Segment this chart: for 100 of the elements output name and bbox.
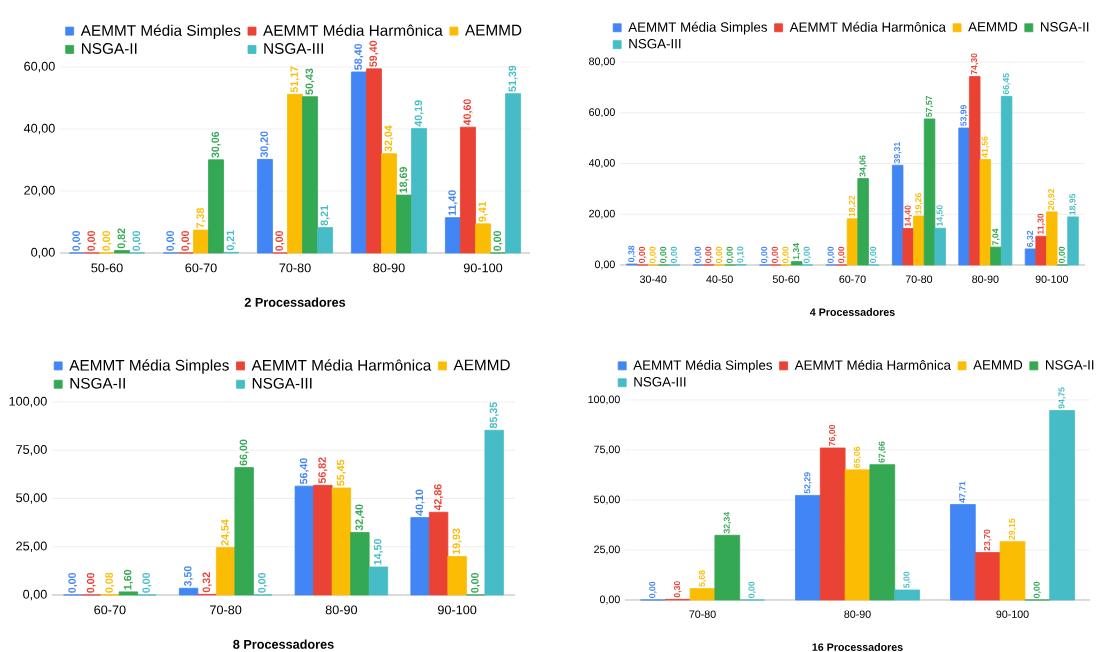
bar bbox=[913, 215, 925, 266]
y-tick-label: 40,00 bbox=[588, 159, 615, 168]
data-label: 5,00 bbox=[903, 571, 911, 588]
x-tick-label: 90-100 bbox=[1035, 275, 1068, 283]
data-label: 65,06 bbox=[853, 446, 862, 468]
x-tick-label: 60-70 bbox=[839, 275, 866, 283]
bar bbox=[969, 76, 981, 266]
data-label: 0,30 bbox=[674, 581, 682, 598]
y-tick-label: 25,00 bbox=[594, 545, 620, 555]
bar bbox=[460, 126, 476, 254]
bar bbox=[990, 246, 1002, 266]
bar bbox=[257, 158, 273, 254]
legend-label: AEMMT Média Harmônica bbox=[789, 21, 946, 32]
data-label: 0,00 bbox=[870, 246, 878, 263]
data-label: 0,32 bbox=[202, 572, 212, 593]
y-tick-label: 40,00 bbox=[23, 123, 55, 135]
bar bbox=[396, 194, 412, 254]
bar bbox=[294, 485, 314, 596]
y-tick-label: 60,00 bbox=[589, 108, 615, 118]
y-tick-label: 60,00 bbox=[24, 61, 55, 73]
bar bbox=[428, 511, 449, 596]
legend-label: AEMMD bbox=[973, 360, 1023, 370]
data-label: 0,10 bbox=[737, 246, 745, 263]
data-label: 14,50 bbox=[936, 205, 944, 226]
y-tick-label: 75,00 bbox=[594, 445, 620, 455]
data-label: 0,00 bbox=[827, 246, 835, 263]
data-label: 57,57 bbox=[925, 95, 934, 117]
data-label: 0,08 bbox=[105, 572, 115, 593]
legend-label: AEMMT Média Harmônica bbox=[251, 359, 432, 371]
data-label: 52,29 bbox=[804, 472, 812, 494]
data-label: 0,00 bbox=[142, 572, 152, 593]
y-tick-label: 0,00 bbox=[594, 260, 615, 270]
data-label: 39,31 bbox=[893, 142, 902, 164]
legend-label: AEMMT Média Simples bbox=[69, 359, 229, 374]
data-label: 40,19 bbox=[414, 100, 424, 127]
bar bbox=[114, 250, 130, 254]
data-label: 0,00 bbox=[1033, 581, 1041, 598]
data-label: 32,40 bbox=[355, 504, 365, 531]
data-label: 0,00 bbox=[1058, 246, 1067, 263]
data-label: 0,00 bbox=[181, 230, 191, 251]
data-label: 0,82 bbox=[117, 228, 127, 249]
x-tick-label: 60-70 bbox=[185, 263, 217, 273]
data-label: 0,00 bbox=[102, 230, 112, 251]
data-label: 1,34 bbox=[793, 243, 801, 260]
data-label: 58,40 bbox=[354, 43, 364, 70]
data-label: 29,15 bbox=[1008, 518, 1017, 540]
data-label: 59,40 bbox=[369, 40, 379, 67]
data-label: 0,00 bbox=[132, 230, 142, 251]
x-tick-label: 30-40 bbox=[639, 275, 667, 283]
bar bbox=[958, 127, 970, 266]
data-label: 47,71 bbox=[959, 481, 967, 503]
data-label: 32,04 bbox=[384, 125, 394, 152]
data-label: 66,45 bbox=[1002, 73, 1011, 95]
data-label: 0,00 bbox=[72, 230, 82, 251]
bar bbox=[447, 556, 467, 596]
bar bbox=[178, 587, 199, 596]
data-label: 11,30 bbox=[1037, 213, 1045, 235]
legend-label: NSGA-II bbox=[1045, 360, 1094, 370]
data-label: 40,10 bbox=[415, 489, 425, 516]
x-tick-label: 80-90 bbox=[844, 610, 871, 618]
data-label: 18,95 bbox=[1069, 193, 1077, 215]
data-label: 40,60 bbox=[463, 99, 473, 126]
bar bbox=[950, 504, 976, 601]
bar bbox=[1049, 410, 1075, 601]
y-tick-label: 50,00 bbox=[16, 493, 47, 504]
y-tick-label: 75,00 bbox=[16, 445, 47, 456]
bar bbox=[894, 589, 920, 601]
data-label: 0,00 bbox=[166, 230, 176, 251]
y-tick-label: 20,00 bbox=[589, 209, 615, 219]
bar bbox=[475, 223, 491, 254]
data-label: 56,82 bbox=[318, 457, 328, 484]
data-label: 0,00 bbox=[694, 246, 703, 263]
bar bbox=[902, 228, 915, 266]
data-label: 1,60 bbox=[123, 569, 133, 590]
x-tick-label: 90-100 bbox=[437, 605, 477, 615]
data-label: 18,22 bbox=[848, 195, 857, 217]
x-tick-label: 50-60 bbox=[772, 275, 800, 283]
legend-label: AEMMT Média Harmônica bbox=[794, 359, 951, 370]
data-label: 30,20 bbox=[260, 131, 270, 158]
bar bbox=[714, 534, 741, 601]
data-label: 0,00 bbox=[68, 572, 78, 593]
legend-label: AEMMT Média Simples bbox=[633, 359, 773, 373]
x-tick-label: 50-60 bbox=[91, 263, 123, 273]
y-tick-label: 20,00 bbox=[24, 185, 55, 197]
data-label: 30,06 bbox=[211, 131, 221, 158]
data-label: 0,00 bbox=[87, 230, 97, 251]
x-axis-title: 4 Processadores bbox=[809, 308, 895, 316]
data-label: 42,86 bbox=[434, 484, 444, 511]
bar bbox=[234, 467, 254, 596]
data-label: 18,69 bbox=[399, 167, 409, 193]
bar bbox=[317, 227, 333, 254]
data-label: 0,00 bbox=[726, 246, 734, 263]
x-axis-title: 16 Processadores bbox=[812, 643, 903, 651]
legend-label: AEMMD bbox=[453, 359, 510, 371]
bar bbox=[689, 588, 716, 601]
bar bbox=[410, 517, 430, 596]
x-tick-label: 60-70 bbox=[94, 605, 126, 615]
bar bbox=[193, 229, 209, 254]
bar bbox=[505, 93, 521, 254]
bar bbox=[118, 591, 139, 596]
